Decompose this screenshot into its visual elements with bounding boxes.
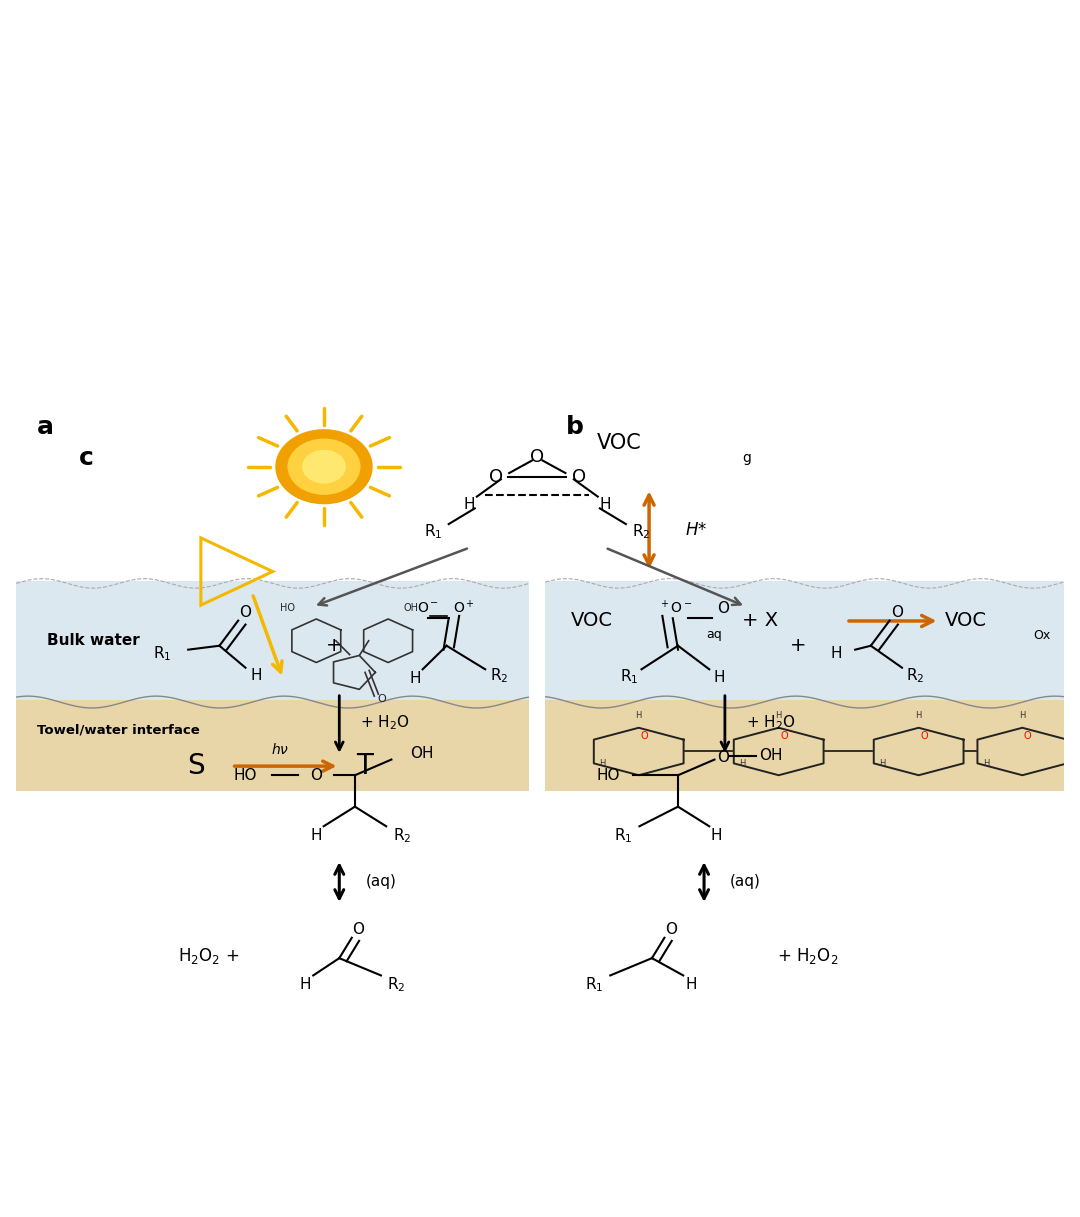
Text: c: c xyxy=(79,445,94,470)
Text: OH: OH xyxy=(410,746,434,761)
Text: O: O xyxy=(352,922,364,937)
Text: R$_2$: R$_2$ xyxy=(388,976,406,994)
Text: VOC: VOC xyxy=(945,611,986,630)
Text: O$^-$: O$^-$ xyxy=(417,601,438,615)
Text: +: + xyxy=(326,636,342,655)
Text: H: H xyxy=(711,829,723,843)
Bar xyxy=(545,700,1064,791)
Text: + H$_2$O$_2$: + H$_2$O$_2$ xyxy=(777,946,838,966)
Text: H: H xyxy=(775,712,782,720)
Text: O: O xyxy=(572,469,586,486)
Bar xyxy=(545,582,1064,719)
Text: R$_1$: R$_1$ xyxy=(613,826,632,845)
Circle shape xyxy=(287,438,361,495)
Text: HO: HO xyxy=(596,768,620,783)
Text: S: S xyxy=(187,752,204,780)
Text: O: O xyxy=(530,448,544,466)
Text: + X: + X xyxy=(742,611,779,630)
Text: R$_2$: R$_2$ xyxy=(632,522,651,542)
Text: aq: aq xyxy=(706,628,721,641)
Text: H: H xyxy=(879,759,886,768)
Text: O: O xyxy=(920,730,928,741)
Text: HO: HO xyxy=(233,768,257,783)
Text: Bulk water: Bulk water xyxy=(48,633,139,649)
Text: H: H xyxy=(831,646,842,661)
Text: R$_1$: R$_1$ xyxy=(620,668,638,686)
Text: H: H xyxy=(299,977,311,992)
Bar xyxy=(16,700,529,791)
Circle shape xyxy=(275,430,373,504)
Bar xyxy=(16,396,529,601)
Text: H: H xyxy=(686,977,698,992)
Text: H: H xyxy=(311,829,322,843)
Text: O: O xyxy=(664,922,677,937)
Text: O: O xyxy=(378,694,387,705)
Text: a: a xyxy=(37,415,54,439)
Text: R$_1$: R$_1$ xyxy=(423,522,443,542)
Text: H: H xyxy=(599,497,611,512)
Text: +: + xyxy=(789,636,806,655)
Text: (aq): (aq) xyxy=(730,874,761,888)
Text: O: O xyxy=(891,605,903,621)
Text: $h\nu$: $h\nu$ xyxy=(271,742,289,757)
Text: O$^+$: O$^+$ xyxy=(453,600,475,617)
Text: (aq): (aq) xyxy=(365,874,396,888)
Text: O: O xyxy=(640,730,648,741)
Text: $^+$O$^-$: $^+$O$^-$ xyxy=(658,600,692,617)
Text: H: H xyxy=(251,668,261,683)
Text: H: H xyxy=(463,497,475,512)
Text: b: b xyxy=(566,415,584,439)
Text: VOC: VOC xyxy=(571,611,613,630)
Text: + H$_2$O: + H$_2$O xyxy=(360,713,409,731)
Text: R$_1$: R$_1$ xyxy=(153,644,172,663)
Text: $H$*: $H$* xyxy=(686,521,707,539)
Text: H: H xyxy=(714,669,726,685)
Text: O: O xyxy=(488,469,502,486)
Text: H: H xyxy=(599,759,606,768)
Text: H$_2$O$_2$ +: H$_2$O$_2$ + xyxy=(178,946,240,966)
Text: R$_2$: R$_2$ xyxy=(393,826,411,845)
Text: H: H xyxy=(916,712,922,720)
Text: Ox: Ox xyxy=(1034,629,1051,643)
Text: T: T xyxy=(356,752,374,780)
Text: H: H xyxy=(983,759,989,768)
Text: O: O xyxy=(780,730,787,741)
Text: R$_2$: R$_2$ xyxy=(489,666,508,685)
Text: OH: OH xyxy=(404,604,419,613)
Text: HO: HO xyxy=(281,604,296,613)
Text: R$_1$: R$_1$ xyxy=(585,976,604,994)
Text: R$_2$: R$_2$ xyxy=(906,666,924,685)
Text: O: O xyxy=(1024,730,1031,741)
Text: + H$_2$O: + H$_2$O xyxy=(745,713,795,731)
Text: H: H xyxy=(635,712,642,720)
Text: g: g xyxy=(742,450,752,465)
Text: Towel/water interface: Towel/water interface xyxy=(37,723,200,736)
Text: H: H xyxy=(1020,712,1026,720)
Text: H: H xyxy=(409,672,421,686)
Text: O: O xyxy=(717,600,729,616)
Circle shape xyxy=(302,450,346,483)
Text: O: O xyxy=(717,750,730,764)
Text: VOC: VOC xyxy=(597,433,642,453)
Text: OH: OH xyxy=(759,748,783,763)
Text: O: O xyxy=(310,768,322,783)
Text: H: H xyxy=(739,759,745,768)
Bar xyxy=(545,396,1064,601)
Bar xyxy=(16,582,529,719)
Text: O: O xyxy=(240,605,252,621)
